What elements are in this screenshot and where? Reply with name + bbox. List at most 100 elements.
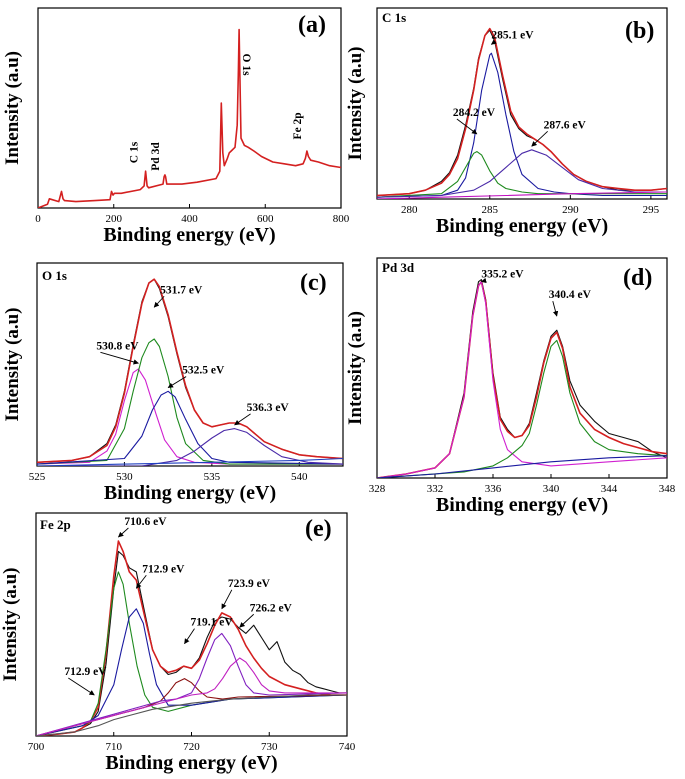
x-tick-label: 525 [29,471,46,483]
peak-annotation: 719.1 eV [191,617,234,629]
core-level-title: Fe 2p [40,517,71,532]
peak-annotation: 712.9 eV [64,666,107,678]
series-background [37,457,343,466]
x-tick-label: 740 [339,741,356,753]
peak-annotation: 284.2 eV [453,107,496,119]
core-level-title: Pd 3d [382,260,415,275]
series-peak-723.9 [36,632,347,736]
series-peak-530.8 [37,368,343,465]
series-peak-536.3 [37,428,343,466]
series-peak-285.1 [377,52,667,198]
x-axis-label: Binding energy (eV) [436,494,608,516]
annotation-arrow [118,527,129,538]
plot-frame [376,257,668,479]
series-peak-340.4 [377,339,667,478]
panel-e: 700 710 720 730 740 Binding energy (eV) Intens… [0,512,356,774]
peak-annotation: 531.7 eV [160,284,203,296]
x-tick-label: 332 [427,483,444,495]
peak-annotation: 710.6 eV [124,516,167,528]
peak-annotation: O 1s [240,54,252,77]
x-tick-label: 540 [291,471,308,483]
panel-c: 525 530 535 540 Binding energy (eV) Intensity… [2,262,344,504]
y-axis-label: Intensity (a.u) [345,311,366,425]
x-tick-label: 328 [369,483,386,495]
x-tick-label: 340 [543,483,560,495]
peak-annotation: 335.2 eV [481,269,524,281]
peak-annotation: 712.9 eV [142,563,185,575]
series-experimental [36,550,347,736]
y-axis-label: Intensity (a.u) [345,46,366,160]
annotation-arrow [167,376,187,388]
panel-label: (b) [625,18,654,44]
core-level-title: C 1s [382,10,406,25]
peak-annotation: 532.5 eV [182,365,225,377]
plot-frame [376,7,668,200]
annotation-arrow [100,351,139,365]
annotation-arrow [531,130,548,147]
annotation-arrow [490,39,497,45]
peak-annotation: Pd 3d [150,142,162,171]
annotation-arrow [234,413,251,426]
x-tick-label: 200 [106,213,123,225]
x-tick-label: 720 [183,741,200,753]
peak-annotation: 726.2 eV [250,602,293,614]
x-axis-label: Binding energy (eV) [104,482,276,504]
panel-label: (c) [300,270,327,296]
plot-frame [37,7,342,209]
series-survey [38,28,341,208]
series-peak-284.2 [377,151,667,198]
panel-label: (e) [305,516,332,542]
x-tick-label: 700 [28,741,45,753]
peak-annotation: 340.4 eV [549,289,592,301]
x-tick-label: 336 [485,483,502,495]
x-axis-label: Binding energy (eV) [436,215,608,237]
series-peak-710.6 [36,571,347,736]
peak-annotation: 285.1 eV [491,29,534,41]
series-envelope [377,27,667,197]
peak-annotation: C 1s [129,141,141,163]
series-background [36,694,347,736]
series-peak-532.5 [37,390,343,465]
series-envelope [37,278,343,464]
series-peak-287.6 [377,149,667,198]
annotation-arrow [68,677,95,696]
y-axis-label: Intensity (a.u) [2,51,23,165]
series-background [377,191,667,199]
x-axis-label: Binding energy (eV) [103,224,275,246]
annotation-arrow [552,300,559,317]
peak-annotation: 723.9 eV [228,578,271,590]
x-tick-label: 295 [643,204,660,216]
x-tick-label: 280 [401,204,418,216]
annotation-arrow [184,628,195,645]
x-tick-label: 600 [257,213,274,225]
y-axis-label: Intensity (a.u) [2,307,23,421]
x-tick-label: 285 [482,204,499,216]
annotation-arrow [135,575,147,589]
core-level-title: O 1s [42,268,67,283]
annotation-arrow [480,277,487,284]
annotation-arrow [239,613,255,628]
x-tick-label: 348 [659,483,676,495]
series-experimental [377,29,667,197]
peak-annotation: 530.8 eV [96,340,139,352]
x-tick-label: 344 [601,483,618,495]
x-tick-label: 730 [261,741,278,753]
series-peak-531.7 [37,338,343,465]
series-experimental [377,279,667,478]
x-tick-label: 710 [106,741,123,753]
series-peak-335.2 [377,281,667,478]
series-envelope [36,540,347,736]
x-tick-label: 530 [116,471,133,483]
peak-annotation: Fe 2p [292,112,304,139]
x-tick-label: 400 [181,213,198,225]
annotation-arrow [456,118,478,135]
series-peak-726.2 [36,657,347,736]
series-background [377,455,667,478]
panel-label: (d) [623,265,652,291]
series-peak-712.9 [36,608,347,736]
x-tick-label: 0 [35,213,41,225]
annotation-arrow [221,589,233,610]
panel-b: 280 285 290 295 Binding energy (eV) Intensity… [345,7,668,237]
x-tick-label: 535 [204,471,221,483]
